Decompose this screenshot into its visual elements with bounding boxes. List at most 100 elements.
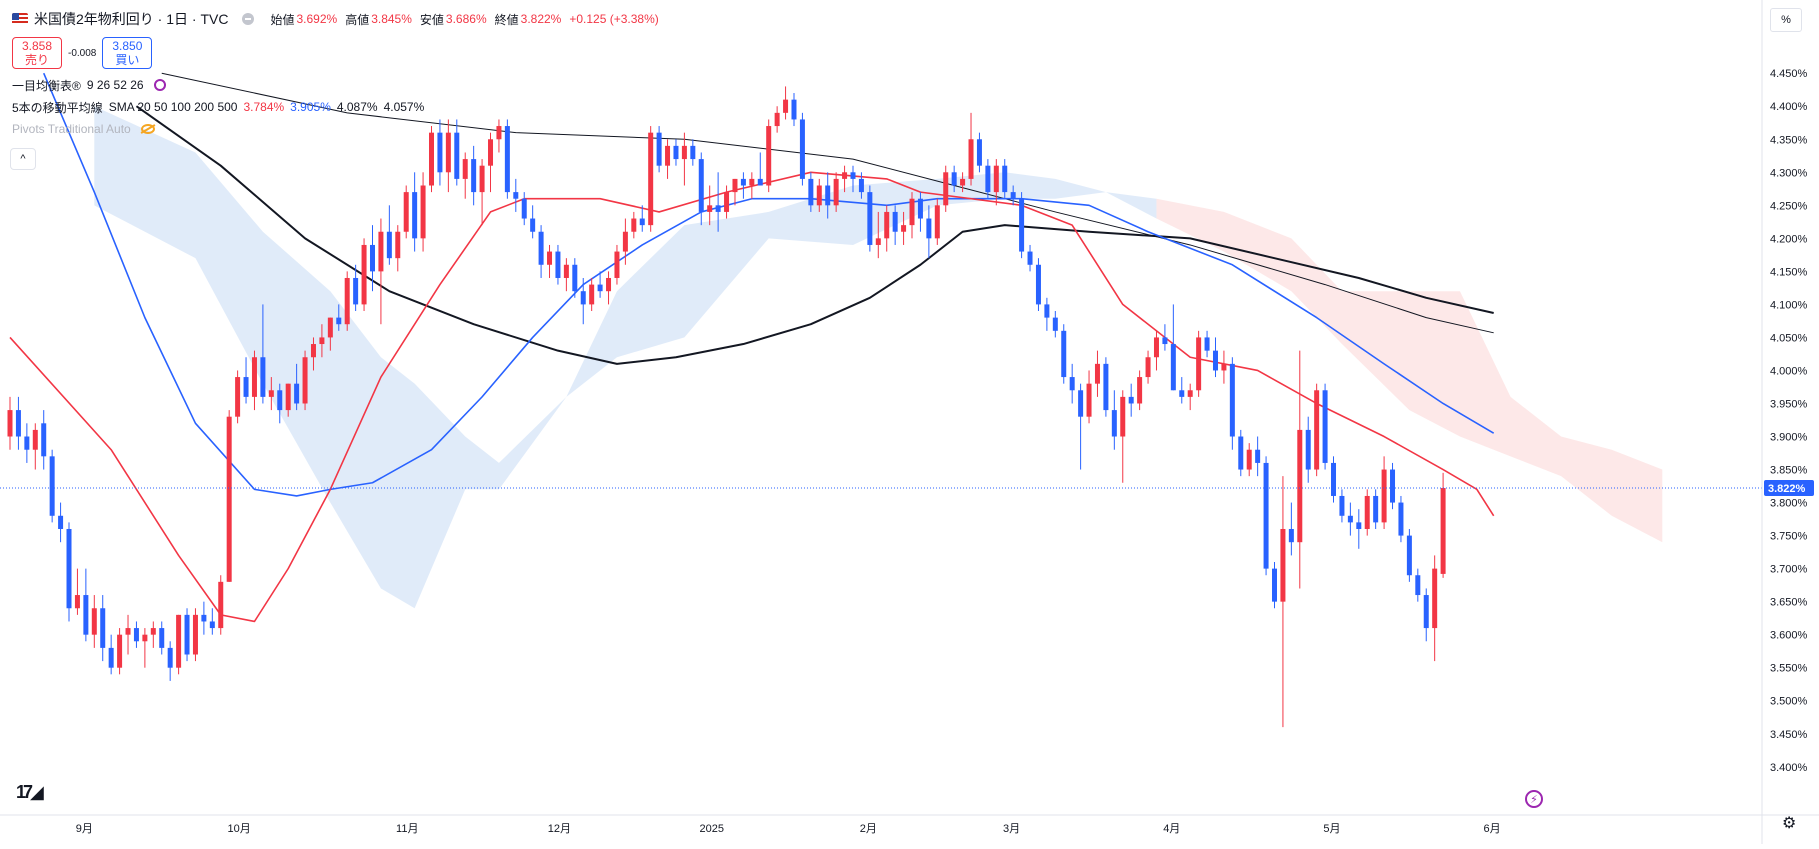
candle-body [690,145,696,160]
candle-body [715,205,721,212]
collapse-legend-button[interactable]: ^ [10,148,36,170]
candle [631,211,637,239]
candle-body [1002,165,1008,193]
candle [1272,562,1277,609]
candle-body [176,614,182,668]
candle [403,185,409,239]
candle-body [934,205,940,239]
candle [985,159,991,199]
candle [1255,436,1261,477]
y-tick-label: 4.400% [1770,101,1808,113]
candle-body [1272,568,1277,602]
candle [361,238,367,312]
candle [74,568,80,615]
candle-body [74,595,80,609]
candle [530,205,536,239]
buy-button[interactable]: 3.850 買い [102,37,153,69]
candle-body [1423,595,1429,629]
y-tick-label: 3.450% [1770,729,1808,741]
candle-body [1440,488,1446,574]
candle-body [631,218,637,232]
candle-body [49,456,55,516]
candle [184,608,190,662]
candle [943,165,949,212]
candle-body [521,198,527,219]
candle-body [1229,363,1235,437]
sma-legend[interactable]: 5本の移動平均線 SMA 20 50 100 200 500 3.784% 3.… [12,96,667,118]
tradingview-logo-icon[interactable]: 17◢ [16,782,44,802]
candle [15,396,21,450]
candle [218,575,224,635]
percent-label: % [1781,14,1791,26]
sell-button[interactable]: 3.858 売り [12,37,62,69]
candle-body [133,628,139,642]
pivots-legend[interactable]: Pivots Traditional Auto [12,118,667,140]
candle-body [808,178,814,206]
candle [1423,588,1429,642]
gear-icon[interactable]: ⚙ [1782,815,1797,832]
y-tick-label: 3.950% [1770,398,1808,410]
cycle-icon[interactable] [153,79,166,91]
x-axis[interactable]: 9月 10月 11月 12月 2025 2月 3月 4月 5月 6月 [0,814,1819,835]
sma50-value: 3.905% [290,100,331,114]
candle [1204,330,1210,358]
y-tick-label: 3.800% [1770,498,1808,510]
y-tick-label: 4.450% [1770,68,1808,80]
candle-body [302,357,308,404]
lightning-icon[interactable]: ⚡ [1525,790,1543,808]
y-tick-label: 4.200% [1770,233,1808,245]
x-tick-label: 11月 [396,823,418,835]
candle-body [884,211,890,239]
candle-body [310,344,316,358]
chevron-up-icon: ^ [20,153,26,165]
candle [1314,383,1320,477]
candle [192,608,198,662]
candle-body [386,231,392,259]
candle [243,357,249,404]
candles[interactable] [7,86,1446,728]
candle-body [117,634,123,668]
candle-body [816,185,822,206]
spread-value: -0.008 [68,47,97,59]
symbol-title[interactable]: 米国債2年物利回り · 1日 · TVC [34,11,229,27]
hidden-eye-icon[interactable] [140,124,155,134]
buy-label: 買い [115,53,140,67]
candle-body [209,621,215,629]
candle-body [429,132,434,186]
candle [445,119,451,193]
candle-body [100,608,106,648]
candle-body [968,139,974,179]
candle [1137,370,1143,411]
us-flag-icon [12,13,28,25]
candle-body [951,172,957,186]
candle [353,264,359,312]
candle [504,119,510,199]
sma20-value: 3.784% [243,100,285,114]
sma200-line [135,105,1494,365]
candle-body [142,634,148,642]
candle [1322,383,1328,470]
candle [766,119,772,193]
candle-body [799,119,805,179]
percent-scale-button[interactable]: % [1770,8,1802,32]
hide-button-icon[interactable] [242,13,255,25]
ichimoku-legend[interactable]: 一目均衡表® 9 26 52 26 [12,74,667,96]
candle [226,410,232,582]
y-axis[interactable]: 4.450% 4.400% 4.350% 4.300% 4.250% 4.200% 4.15… [1761,0,1819,844]
candle-body [833,178,839,206]
sell-price: 3.858 [21,39,53,53]
candle-body [1035,264,1041,305]
candle [1415,568,1421,602]
candle-body [606,277,612,292]
sma-label: 5本の移動平均線 [12,100,103,115]
candle-body [395,231,401,259]
candle-body [926,218,932,239]
candle [538,225,544,278]
candle-body [125,628,131,635]
candle [1280,476,1286,728]
candle-body [1137,377,1143,404]
candle [310,337,316,371]
candle-body [513,192,519,199]
